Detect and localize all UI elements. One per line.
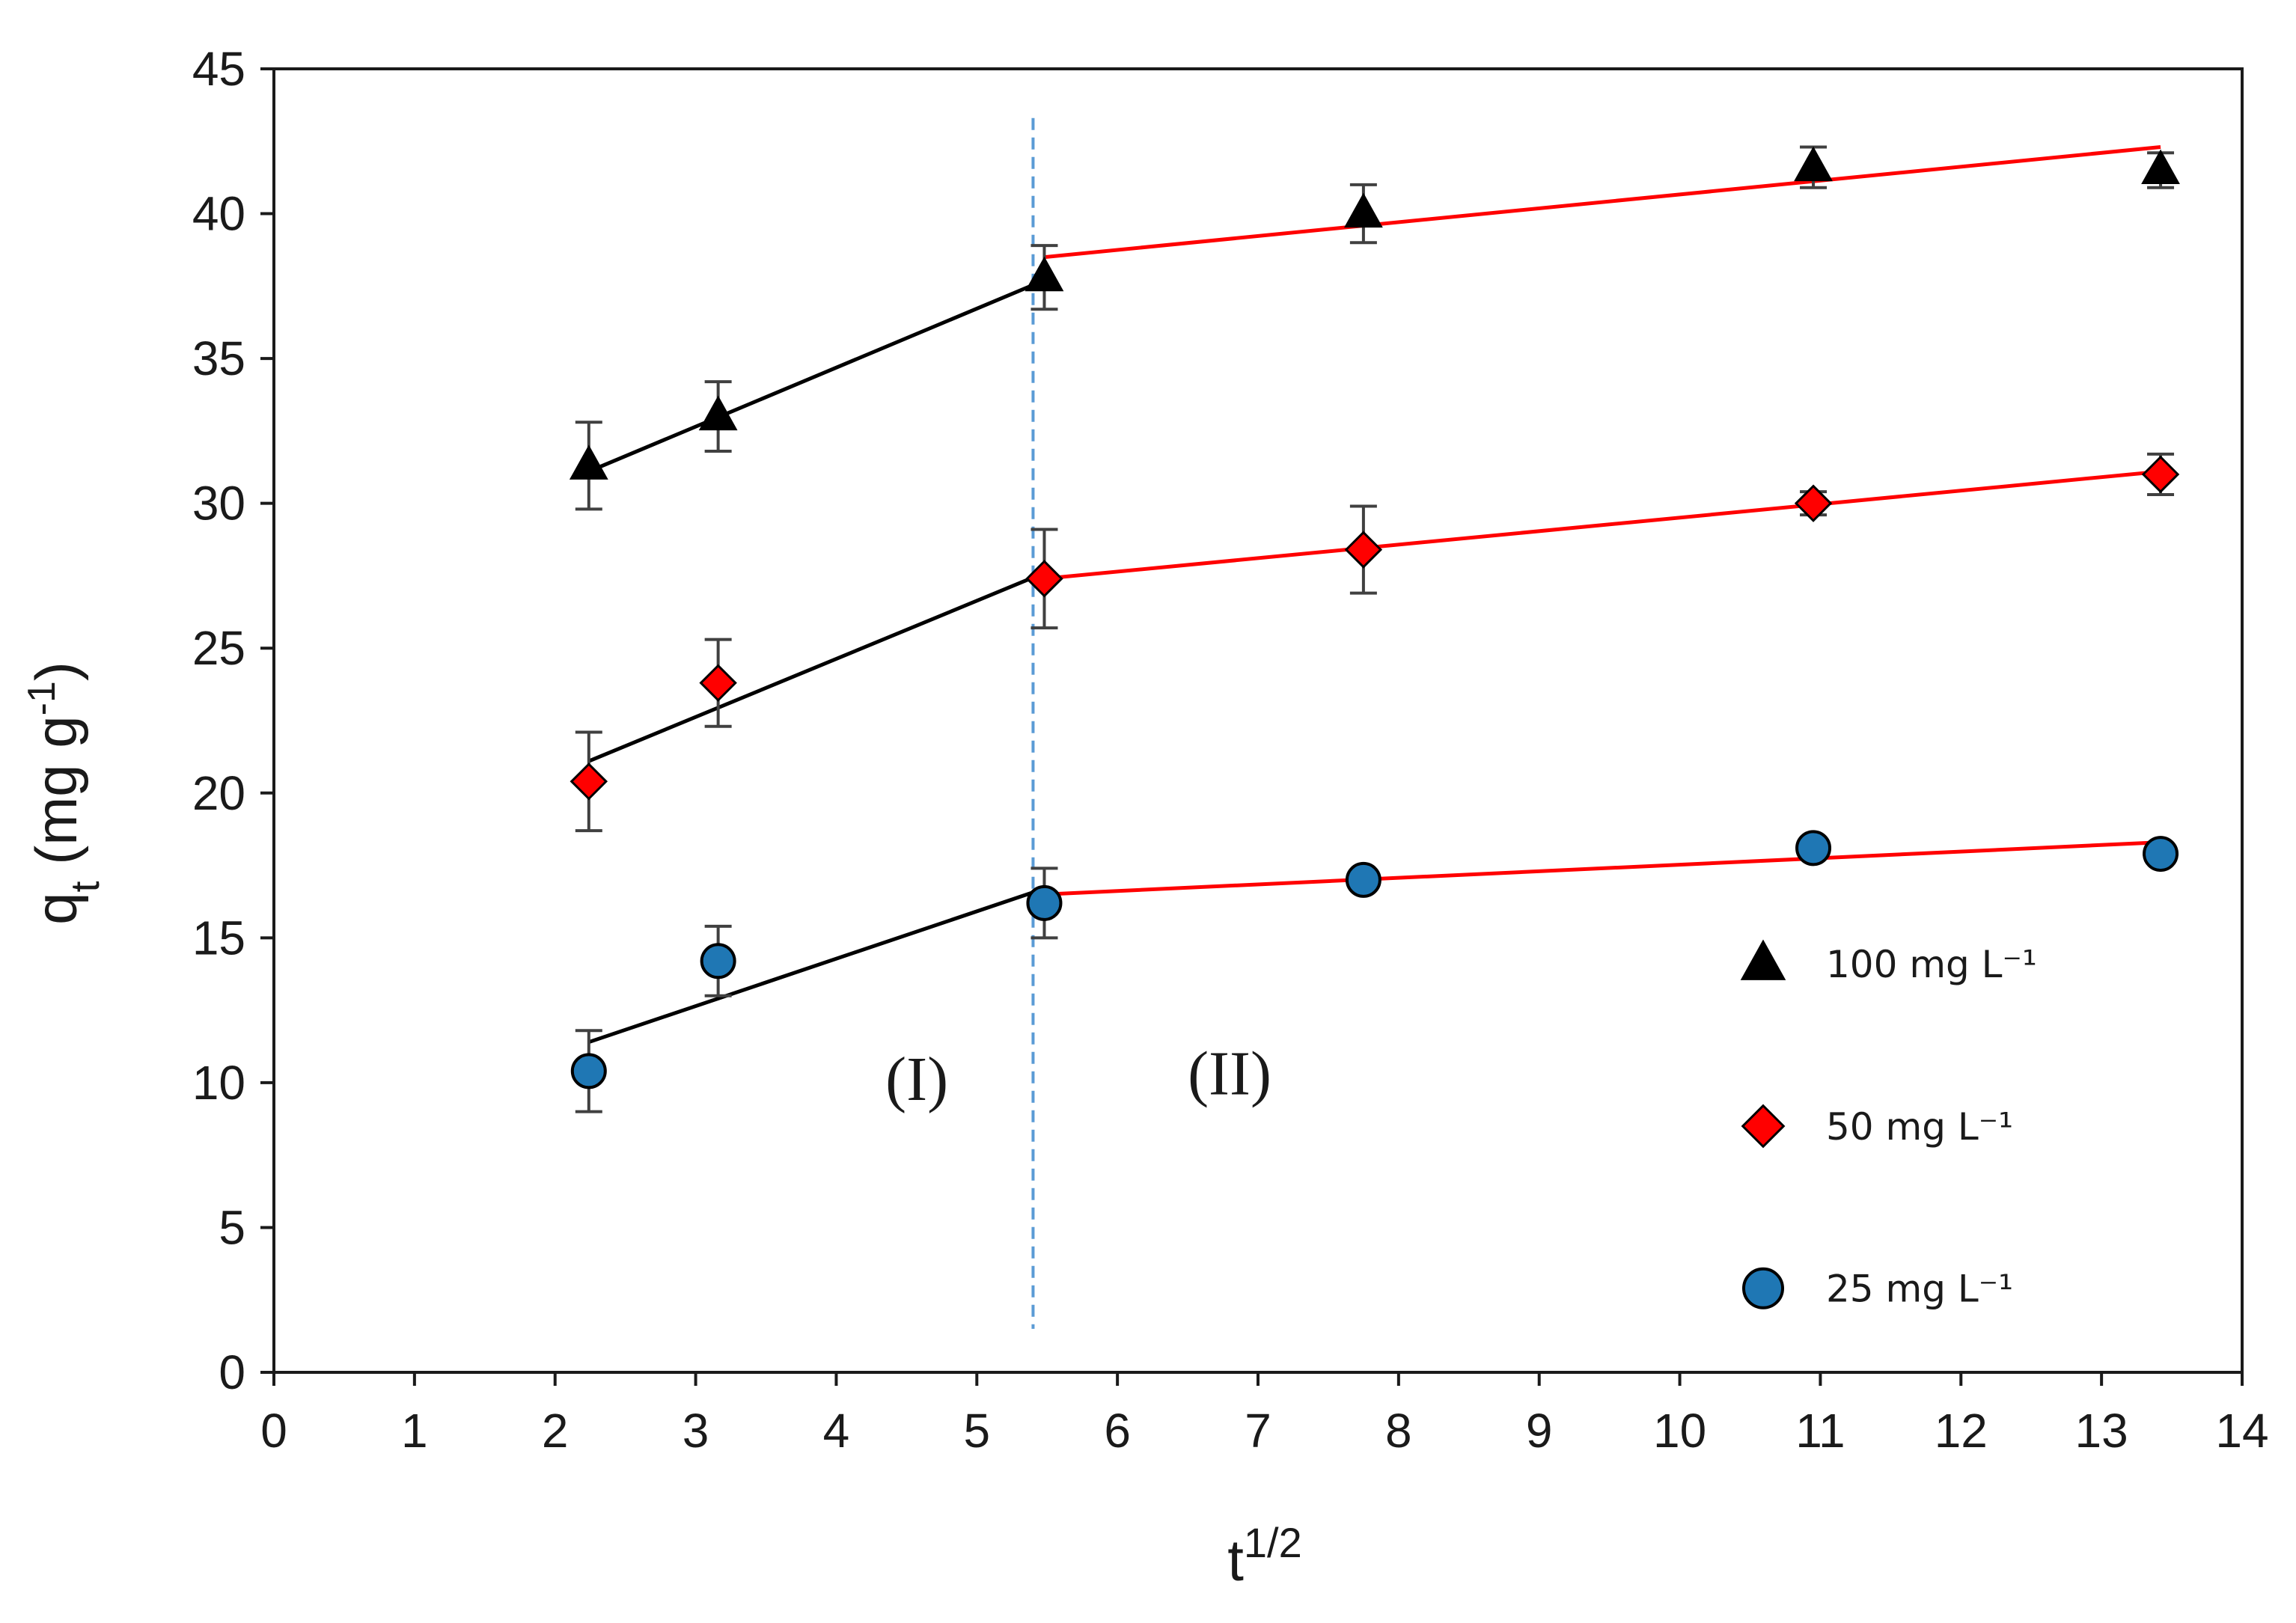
- y-tick-label: 0: [219, 1345, 245, 1399]
- data-point-100-mg-l: [1794, 146, 1833, 182]
- legend-marker: [1740, 939, 1786, 980]
- y-tick-label: 10: [192, 1056, 245, 1110]
- legend-marker: [1742, 1267, 1784, 1309]
- x-tick-label: 0: [260, 1404, 287, 1458]
- y-tick-label: 20: [192, 766, 245, 820]
- legend: 100 mg L⁻¹ 50 mg L⁻¹ 25 mg L⁻¹: [1740, 939, 2037, 1311]
- fit-line-phase-2-100-mg-l: [1044, 145, 2161, 260]
- data-point-25-mg-l: [700, 943, 736, 979]
- y-tick-label: 45: [192, 42, 245, 96]
- data-point-100-mg-l: [1025, 256, 1064, 292]
- data-point-100-mg-l: [2141, 149, 2180, 185]
- x-tick-label: 5: [963, 1404, 990, 1458]
- x-tick-label: 11: [1795, 1404, 1845, 1458]
- fit-line-phase-2-25-mg-l: [1044, 840, 2161, 896]
- y-tick-label: 30: [192, 477, 245, 531]
- plot-frame: [272, 67, 2244, 1374]
- legend-label: 50 mg L⁻¹: [1826, 1105, 2013, 1149]
- data-point-50-mg-l: [570, 762, 608, 801]
- x-tick-label: 14: [2215, 1404, 2268, 1458]
- x-tick-label: 7: [1245, 1404, 1271, 1458]
- data-point-25-mg-l: [570, 1053, 607, 1089]
- fit-line-phase-2-50-mg-l: [1044, 469, 2161, 581]
- data-point-25-mg-l: [2143, 836, 2179, 872]
- x-tick-label: 10: [1653, 1404, 1706, 1458]
- data-point-100-mg-l: [569, 444, 608, 480]
- legend-label: 100 mg L⁻¹: [1826, 943, 2037, 986]
- x-tick-label: 1: [401, 1404, 428, 1458]
- data-point-100-mg-l: [1343, 192, 1383, 228]
- data-point-50-mg-l: [699, 664, 737, 702]
- y-tick-label: 5: [219, 1200, 245, 1254]
- x-tick-label: 2: [542, 1404, 569, 1458]
- fit-line-phase-1-25-mg-l: [588, 887, 1045, 1045]
- x-tick-label: 6: [1104, 1404, 1131, 1458]
- data-point-25-mg-l: [1795, 830, 1832, 866]
- region-label: (II): [1188, 1039, 1271, 1108]
- x-tick-label: 8: [1385, 1404, 1412, 1458]
- x-tick-label: 3: [683, 1404, 709, 1458]
- x-tick-label: 13: [2075, 1404, 2128, 1458]
- data-points: [569, 146, 2180, 1089]
- y-tick-label: 35: [192, 331, 245, 385]
- y-axis: 0 5 10 15 20 25 30 35 40 45: [192, 42, 274, 1399]
- x-tick-label: 4: [823, 1404, 850, 1458]
- y-tick-label: 40: [192, 187, 245, 241]
- legend-item-50-mg-l: 50 mg L⁻¹: [1741, 1104, 2013, 1149]
- legend-label: 25 mg L⁻¹: [1826, 1268, 2013, 1311]
- fit-line-phase-1-100-mg-l: [587, 278, 1045, 474]
- data-point-50-mg-l: [1344, 531, 1383, 569]
- data-point-25-mg-l: [1026, 884, 1063, 921]
- y-tick-label: 25: [192, 621, 245, 675]
- x-tick-label: 9: [1526, 1404, 1553, 1458]
- data-point-50-mg-l: [1025, 560, 1063, 598]
- x-axis-title: t1/2: [1227, 1519, 1302, 1594]
- legend-marker: [1741, 1104, 1786, 1149]
- plot-area-border: [272, 67, 2244, 1374]
- data-point-100-mg-l: [698, 395, 738, 431]
- region-label: (I): [885, 1045, 948, 1114]
- fit-line-phase-1-50-mg-l: [587, 571, 1045, 763]
- data-point-50-mg-l: [1794, 484, 1833, 522]
- y-axis-title: qt (mg g-1): [20, 661, 108, 925]
- fit-lines: [587, 145, 2161, 1045]
- data-point-25-mg-l: [1345, 861, 1381, 898]
- y-tick-label: 15: [192, 911, 245, 965]
- x-tick-label: 12: [1935, 1404, 1988, 1458]
- legend-item-25-mg-l: 25 mg L⁻¹: [1742, 1267, 2013, 1311]
- x-axis: 0 1 2 3 4 5 6 7 8 9 10 11 12 13 14: [260, 1372, 2269, 1458]
- data-point-50-mg-l: [2141, 455, 2180, 494]
- region-labels: (I) (II): [885, 1039, 1271, 1114]
- legend-item-100-mg-l: 100 mg L⁻¹: [1740, 939, 2037, 986]
